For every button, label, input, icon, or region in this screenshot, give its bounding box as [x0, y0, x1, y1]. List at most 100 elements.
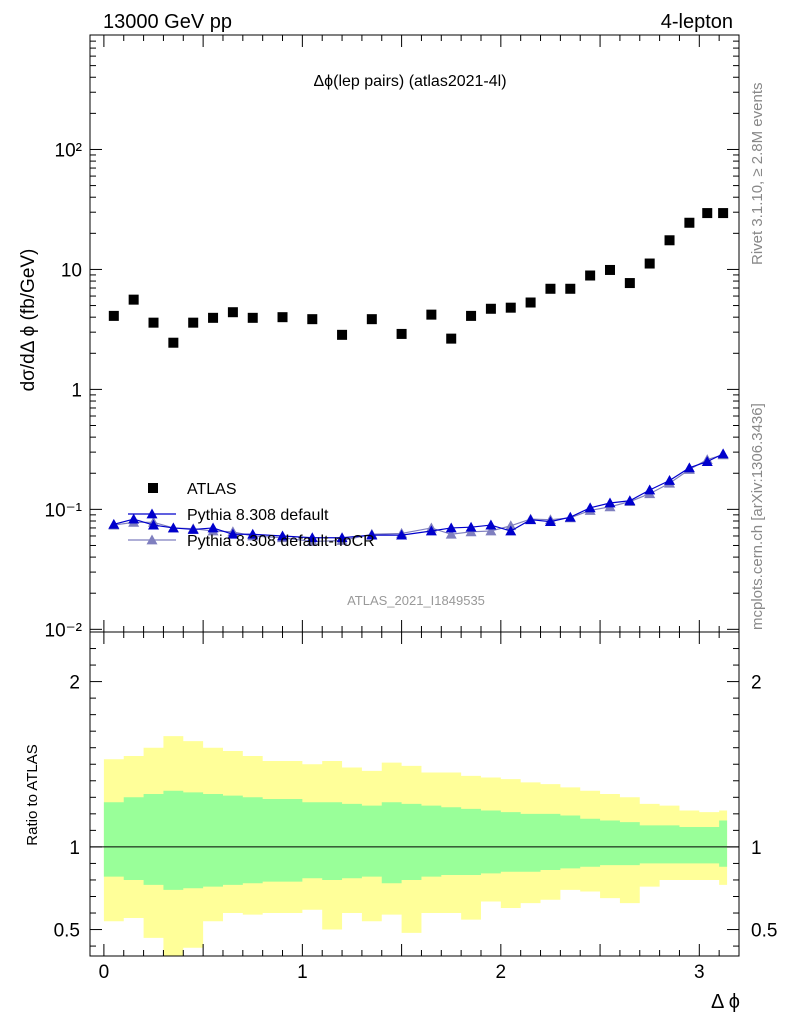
- legend-label: Pythia 8.308 default-noCR: [187, 533, 375, 550]
- atlas-point: [545, 283, 556, 294]
- series-point: [396, 529, 408, 540]
- ratio-axes: 0.5 0.5 1 1 2 2 0 1 2 3: [54, 631, 777, 983]
- mcplots-label: mcplots.cern.ch [arXiv:1306.3436]: [749, 403, 766, 630]
- analysis-watermark: ATLAS_2021_I1849535: [347, 593, 485, 608]
- series-point: [108, 518, 120, 529]
- series-point: [306, 532, 318, 543]
- series-point: [445, 528, 457, 539]
- ratio-y-tick-label: 2: [69, 673, 80, 694]
- y-tick-label: 10⁻²: [45, 620, 83, 641]
- series-point: [128, 513, 140, 524]
- legend-marker: [148, 483, 158, 493]
- x-tick-label: 1: [297, 962, 308, 983]
- atlas-point: [485, 303, 496, 314]
- atlas-point: [624, 278, 635, 289]
- atlas-point: [128, 294, 139, 305]
- series-point: [366, 529, 378, 540]
- main-y-axis-label: dσ/dΔ ϕ (fb/GeV): [18, 249, 39, 392]
- series-point: [207, 522, 219, 533]
- atlas-point: [702, 208, 713, 219]
- atlas-point: [446, 333, 457, 344]
- atlas-point: [505, 302, 516, 313]
- series-point: [148, 519, 160, 530]
- x-tick-label: 2: [496, 962, 507, 983]
- series-point: [683, 462, 695, 473]
- ratio-plot-content: [90, 736, 739, 956]
- series-point: [525, 514, 537, 525]
- main-plot-content: [108, 208, 729, 546]
- process-label: 4-lepton: [661, 11, 733, 33]
- series-point: [167, 522, 179, 533]
- atlas-point: [684, 217, 695, 228]
- series-point: [187, 523, 199, 534]
- rivet-label: Rivet 3.1.10, ≥ 2.8M events: [749, 83, 766, 266]
- series-point: [485, 519, 497, 530]
- y-tick-label: 10²: [55, 140, 82, 161]
- atlas-point: [585, 270, 596, 281]
- atlas-point: [718, 208, 729, 219]
- atlas-point: [277, 312, 288, 323]
- series-point: [277, 530, 289, 541]
- atlas-point: [396, 328, 407, 339]
- atlas-point: [664, 235, 675, 246]
- atlas-point: [307, 314, 318, 325]
- inner-uncertainty-band: [103, 790, 728, 890]
- ratio-y-tick-label-right: 1: [751, 838, 762, 859]
- ratio-panel: 0.5 0.5 1 1 2 2 0 1 2 3 Ratio to ATLAS Δ ϕ: [24, 631, 777, 1013]
- legend-marker: [146, 534, 158, 545]
- legend-label: ATLAS: [187, 481, 237, 498]
- series-point: [701, 456, 713, 467]
- series-point: [247, 528, 259, 539]
- series-point: [485, 525, 497, 536]
- ratio-frame: [89, 631, 740, 957]
- atlas-point: [426, 309, 437, 320]
- ratio-y-tick-label: 0.5: [54, 921, 80, 942]
- series-point: [544, 516, 556, 527]
- atlas-point: [565, 283, 576, 294]
- main-axes: 10⁻² 10⁻¹ 1 10 10²: [45, 34, 739, 641]
- x-tick-label: 3: [694, 962, 705, 983]
- series-point: [624, 495, 636, 506]
- series-point: [564, 511, 576, 522]
- series-point: [717, 448, 729, 459]
- main-panel: 10⁻² 10⁻¹ 1 10 10² Δϕ(lep pairs) (atlas2021-…: [18, 34, 740, 641]
- series-point: [227, 528, 239, 539]
- ratio-y-tick-label-right: 2: [751, 673, 762, 694]
- x-tick-label: 0: [99, 962, 110, 983]
- series-point: [505, 525, 517, 536]
- series-point: [445, 522, 457, 533]
- ratio-y-tick-label-right: 0.5: [751, 921, 777, 942]
- atlas-point: [525, 297, 536, 308]
- atlas-point: [208, 312, 219, 323]
- y-tick-label: 10⁻¹: [45, 500, 83, 521]
- series-point: [584, 502, 596, 513]
- atlas-point: [466, 310, 477, 321]
- legend-label: Pythia 8.308 default: [187, 507, 329, 524]
- atlas-point: [644, 258, 655, 269]
- energy-label: 13000 GeV pp: [103, 11, 232, 33]
- ratio-y-axis-label: Ratio to ATLAS: [24, 744, 41, 845]
- legend: ATLAS Pythia 8.308 default Pythia 8.308 de…: [128, 481, 375, 550]
- series-point: [604, 497, 616, 508]
- ratio-y-tick-label: 1: [69, 838, 80, 859]
- main-series-group: [108, 208, 729, 546]
- atlas-point: [247, 312, 258, 323]
- legend-marker: [146, 508, 158, 519]
- y-tick-label: 1: [71, 380, 82, 401]
- atlas-point: [168, 337, 179, 348]
- atlas-point: [188, 317, 199, 328]
- series-point: [425, 525, 437, 536]
- series-point: [644, 484, 656, 495]
- series-point: [505, 520, 517, 531]
- atlas-point: [227, 307, 238, 318]
- plot-title: Δϕ(lep pairs) (atlas2021-4l): [313, 73, 506, 90]
- series-point: [465, 521, 477, 532]
- atlas-point: [604, 264, 615, 275]
- atlas-point: [366, 314, 377, 325]
- atlas-point: [337, 329, 348, 340]
- y-tick-label: 10: [61, 260, 82, 281]
- series-point: [664, 475, 676, 485]
- atlas-point: [148, 317, 159, 328]
- x-axis-label: Δ ϕ: [711, 991, 740, 1013]
